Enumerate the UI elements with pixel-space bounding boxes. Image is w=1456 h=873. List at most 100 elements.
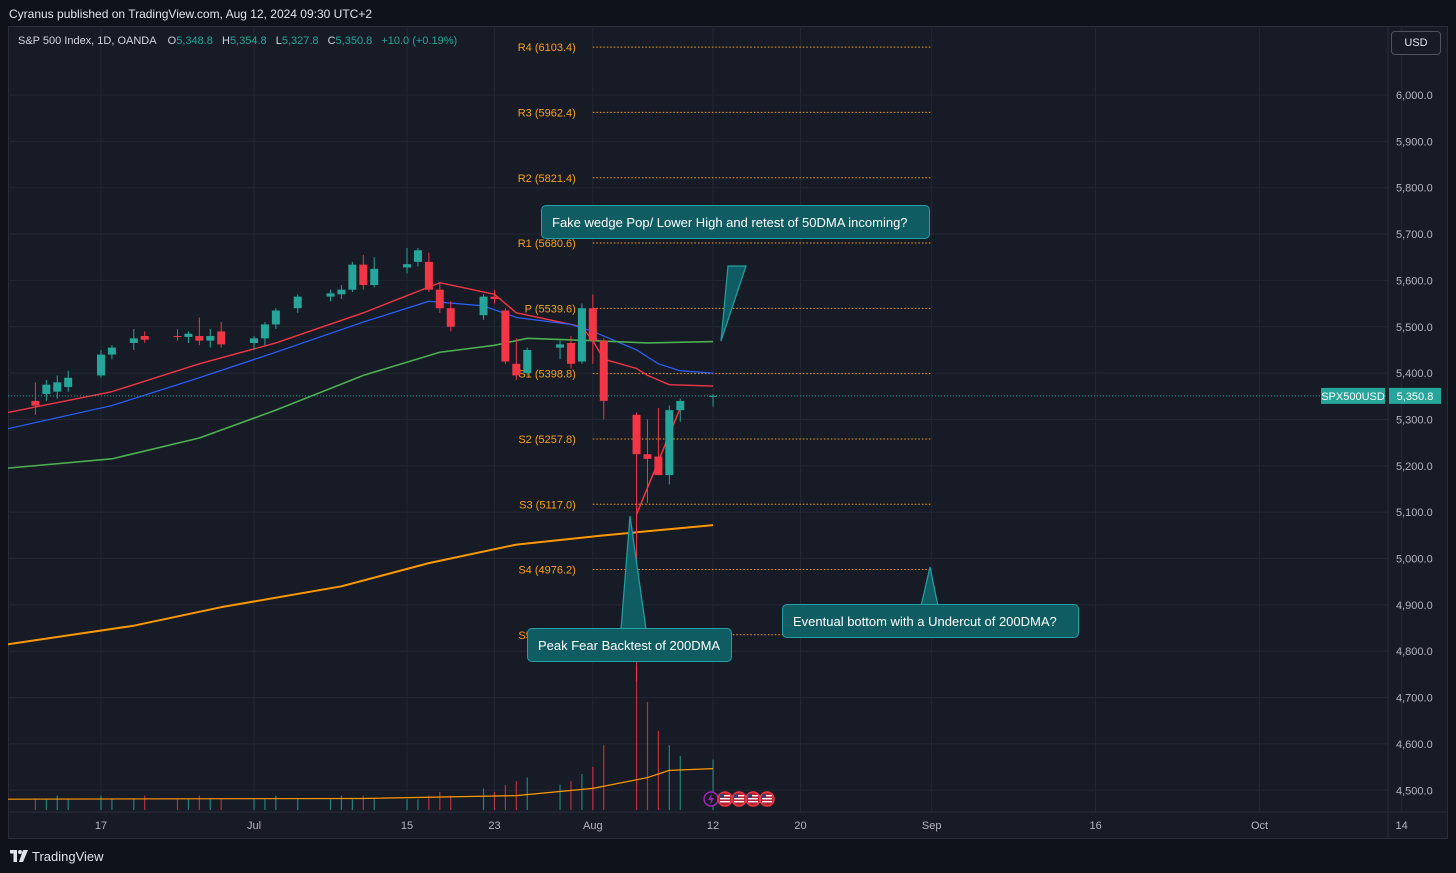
grid <box>8 26 1448 839</box>
time-tick-label: Sep <box>922 820 942 832</box>
flag-canton <box>734 794 739 798</box>
time-tick-label: 14 <box>1396 820 1408 832</box>
flag-stripe <box>762 801 773 803</box>
candle-body <box>250 338 258 343</box>
candle-body <box>348 264 357 290</box>
price-tick-label: 5,100.0 <box>1396 507 1433 519</box>
candle-body <box>512 363 521 376</box>
candle-body <box>424 261 433 290</box>
time-tick-label: 12 <box>707 820 719 832</box>
flag-canton <box>720 794 725 798</box>
candle-body <box>709 395 718 397</box>
flag-stripe <box>720 801 731 803</box>
candle-body <box>566 342 575 364</box>
candle-body <box>643 454 652 459</box>
flag-stripe <box>734 801 745 803</box>
series-ma_green <box>8 337 714 469</box>
pivot-label: R4 (6103.4) <box>518 42 576 54</box>
chart-frame[interactable] <box>8 26 1448 839</box>
candle-body <box>599 340 608 401</box>
candle-body <box>359 264 368 286</box>
candle-body <box>665 410 674 476</box>
pivot-label: R1 (5680.6) <box>518 238 576 250</box>
flag-stripe <box>720 795 731 797</box>
price-tick-label: 5,200.0 <box>1396 461 1433 473</box>
candle-body <box>42 384 51 394</box>
open-value: 5,348.8 <box>176 35 213 47</box>
price-tick-label: 4,600.0 <box>1396 739 1433 751</box>
callout-pointers <box>620 265 939 630</box>
callout-fake-wedge[interactable]: Fake wedge Pop/ Lower High and retest of… <box>541 205 930 239</box>
price-tick-label: 5,600.0 <box>1396 275 1433 287</box>
candle-body <box>260 324 269 339</box>
flag-canton <box>748 794 753 798</box>
flag-canton <box>762 794 767 798</box>
publisher-line: Cyranus published on TradingView.com, Au… <box>9 7 373 21</box>
time-tick-label: 20 <box>794 820 806 832</box>
flag-stripe <box>748 795 759 797</box>
time-tick-label: Jul <box>247 820 261 832</box>
candle-body <box>337 289 346 295</box>
price-axis[interactable]: 6,000.0 5,900.0 5,800.0 5,700.0 5,600.0 5,500… <box>1396 90 1433 797</box>
candle-body <box>64 377 73 388</box>
volume-histogram <box>8 666 714 810</box>
change-value: +10.0 (+0.19%) <box>381 35 458 47</box>
callout-eventual-bottom[interactable]: Eventual bottom with a Undercut of 200DM… <box>782 604 1079 638</box>
candle-body <box>31 400 40 406</box>
time-tick-label: 23 <box>488 820 500 832</box>
pivot-label: S3 (5117.0) <box>519 499 576 511</box>
candle-body <box>96 354 105 376</box>
close-value: 5,350.8 <box>335 35 373 47</box>
low-label: L <box>275 35 282 47</box>
time-tick-label: 15 <box>401 820 413 832</box>
candle-body <box>195 336 204 341</box>
pivot-label: S2 (5257.8) <box>518 434 575 446</box>
candle-body <box>403 264 412 268</box>
candle-body <box>271 310 280 325</box>
series-ma_blue <box>8 300 714 430</box>
candle-body <box>293 296 302 309</box>
time-axis[interactable]: 17 Jul 15 23 Aug 12 20 Sep 16 Oct 14 <box>95 820 1408 832</box>
candle-body <box>632 414 641 455</box>
ticker-tag-box <box>1321 387 1385 404</box>
candle-body <box>173 336 182 338</box>
candle-body <box>490 296 499 299</box>
flag-stripe <box>720 798 731 800</box>
candle-body <box>370 268 379 286</box>
time-tick-label: Oct <box>1251 820 1268 832</box>
candle-body <box>479 296 488 316</box>
candle-body <box>129 338 138 343</box>
price-tick-label: 4,700.0 <box>1396 693 1433 705</box>
price-tick-label: 5,900.0 <box>1396 136 1433 148</box>
price-tick-label: 4,500.0 <box>1396 785 1433 797</box>
candle-body <box>501 310 510 362</box>
lightning-glyph <box>708 793 715 805</box>
pivot-label: S1 (5398.8) <box>518 369 575 381</box>
pivot-label: P (5539.6) <box>525 303 576 315</box>
flag-stripe <box>748 798 759 800</box>
event-markers[interactable] <box>703 791 775 807</box>
ticker-tag-text: SPX500USD <box>1321 391 1385 403</box>
symbol-title[interactable]: S&P 500 Index, 1D, OANDA <box>18 35 157 47</box>
currency-button[interactable]: USD <box>1391 31 1441 55</box>
time-tick-label: 17 <box>95 820 107 832</box>
tradingview-logo-icon <box>10 850 28 862</box>
price-tag-box <box>1389 387 1441 404</box>
candle-body <box>556 344 565 348</box>
price-tick-label: 4,900.0 <box>1396 600 1433 612</box>
price-tick-label: 5,000.0 <box>1396 554 1433 566</box>
candle-body <box>206 336 215 341</box>
price-tick-label: 5,300.0 <box>1396 414 1433 426</box>
callout-peak-fear[interactable]: Peak Fear Backtest of 200DMA <box>527 628 732 662</box>
price-chart[interactable]: R4 (6103.4) R3 (5962.4) R2 (5821.4) R1 (568… <box>8 26 1448 839</box>
price-tick-label: 5,700.0 <box>1396 229 1433 241</box>
symbol-legend: S&P 500 Index, 1D, OANDA O5,348.8 H5,354… <box>18 35 463 47</box>
footer-brand[interactable]: TradingView <box>32 849 104 864</box>
price-tick-label: 5,500.0 <box>1396 322 1433 334</box>
low-value: 5,327.8 <box>281 35 319 47</box>
pivot-label: R3 (5962.4) <box>518 107 576 119</box>
candle-body <box>523 349 532 374</box>
last-price-tag: SPX500USD 5,350.8 <box>1321 387 1441 404</box>
pivot-label: S4 (4976.2) <box>518 565 575 577</box>
high-value: 5,354.8 <box>229 35 267 47</box>
